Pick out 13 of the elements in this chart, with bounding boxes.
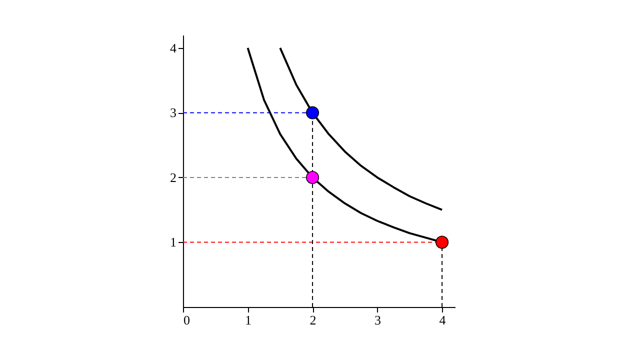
point xyxy=(306,170,320,184)
y-tick-label: 2 xyxy=(170,170,176,185)
x-tick-label: 4 xyxy=(439,312,446,328)
x-tick-label: 0 xyxy=(184,312,190,328)
y-tick-label: 1 xyxy=(170,234,176,250)
point xyxy=(306,106,320,120)
x-tick-label: 2 xyxy=(310,312,316,328)
x-tick-label: 3 xyxy=(374,312,382,328)
y-tick-label: 4 xyxy=(170,40,177,56)
y-tick-label: 3 xyxy=(170,105,176,120)
point xyxy=(436,236,449,249)
line-series xyxy=(279,46,444,211)
x-tick-label: 1 xyxy=(245,312,252,328)
